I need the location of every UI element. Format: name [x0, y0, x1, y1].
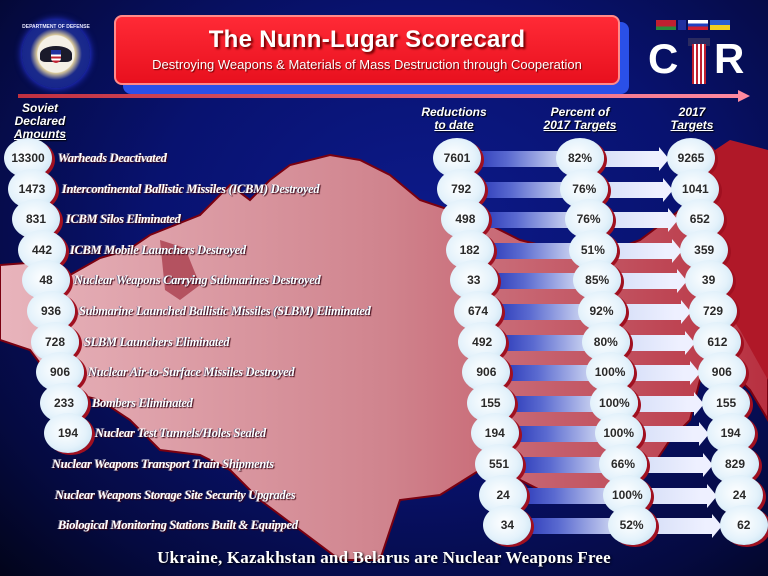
- belarus-flag-icon: [656, 20, 676, 30]
- row-label: Nuclear Weapons Storage Site Security Up…: [55, 487, 296, 502]
- page-subtitle: Destroying Weapons & Materials of Mass D…: [152, 57, 582, 72]
- progress-bar-reductions: [473, 151, 560, 167]
- row-label: ICBM Silos Eliminated: [66, 212, 181, 227]
- progress-bar-reductions: [523, 518, 612, 535]
- table-row: Biological Monitoring Stations Built & E…: [0, 505, 768, 546]
- progress-arrow-targets: [630, 361, 700, 386]
- title-banner: The Nunn-Lugar Scorecard Destroying Weap…: [114, 15, 620, 85]
- progress-bar-reductions: [506, 395, 595, 412]
- progress-arrow-targets: [617, 269, 688, 294]
- progress-arrow-targets: [600, 147, 669, 171]
- table-row: 48 Nuclear Weapons Carrying Submarines De…: [0, 260, 768, 301]
- target-bubble: 1041: [671, 168, 720, 209]
- progress-bar-reductions: [519, 487, 608, 504]
- shield-icon: [51, 50, 61, 63]
- column-header-targets: 2017 Targets: [662, 106, 722, 132]
- row-label: Submarine Launched Ballistic Missiles (S…: [79, 304, 371, 318]
- row-label: SLBM Launchers Eliminated: [84, 334, 230, 349]
- timeline-arrow-head-icon: [738, 90, 750, 102]
- table-row: 936 Submarine Launched Ballistic Missiles…: [0, 291, 768, 331]
- progress-arrow-targets: [638, 422, 709, 447]
- row-label: Nuclear Weapons Carrying Submarines Dest…: [74, 273, 321, 288]
- column-header-percent: Percent of 2017 Targets: [534, 106, 626, 132]
- row-label: Nuclear Weapons Transport Train Shipment…: [52, 457, 274, 471]
- row-label: Nuclear Air-to-Surface Missiles Destroye…: [88, 365, 295, 380]
- progress-arrow-targets: [625, 330, 695, 355]
- progress-bar-reductions: [515, 457, 603, 473]
- progress-bar-reductions: [489, 273, 578, 290]
- progress-arrow-targets: [651, 514, 723, 539]
- progress-arrow-targets: [647, 483, 718, 508]
- progress-arrow-targets: [608, 208, 679, 233]
- target-bubble: 62: [719, 505, 768, 546]
- progress-arrow-targets: [621, 300, 691, 324]
- progress-arrow-targets: [634, 391, 704, 416]
- table-row: 233 Bombers Eliminated 155 100% 155: [0, 382, 768, 423]
- percent-bubble: 52%: [607, 505, 656, 546]
- declared-amount-bubble: 194: [44, 413, 92, 454]
- us-flag-canton-icon: [688, 38, 710, 46]
- table-row: 1473 Intercontinental Ballistic Missiles …: [0, 168, 768, 209]
- row-label: ICBM Mobile Launchers Destroyed: [70, 242, 246, 257]
- ukraine-flag-icon: [710, 20, 730, 30]
- table-row: 442 ICBM Mobile Launchers Destroyed 182 51%…: [0, 229, 768, 270]
- table-row: 13300 Warheads Deactivated 7601 82% 9265: [0, 138, 768, 178]
- table-row: 831 ICBM Silos Eliminated 498 76% 652: [0, 199, 768, 240]
- ctr-letter-r: R: [714, 35, 745, 82]
- progress-bar-reductions: [481, 212, 569, 229]
- progress-bar-reductions: [485, 242, 573, 259]
- progress-bar-reductions: [510, 426, 599, 443]
- progress-arrow-targets: [643, 453, 713, 477]
- column-header-declared-line2: Amounts: [14, 127, 66, 141]
- reductions-bubble: 34: [483, 505, 532, 546]
- progress-arrow-targets: [612, 238, 683, 263]
- timeline-arrow-line: [18, 94, 740, 98]
- row-label: Bombers Eliminated: [92, 395, 193, 410]
- table-row: 194 Nuclear Test Tunnels/Holes Sealed 194 1…: [0, 413, 768, 454]
- table-row: 728 SLBM Launchers Eliminated 492 80% 612: [0, 321, 768, 362]
- column-header-reductions: Reductions to date: [412, 106, 496, 132]
- column-header-declared-line1: Soviet Declared: [14, 101, 66, 128]
- table-row: 906 Nuclear Air-to-Surface Missiles Destr…: [0, 352, 768, 393]
- progress-bar-reductions: [498, 334, 586, 351]
- row-label: Intercontinental Ballistic Missiles (ICB…: [62, 181, 320, 196]
- footer-statement: Ukraine, Kazakhstan and Belarus are Nucl…: [157, 548, 611, 567]
- progress-bar-reductions: [477, 181, 565, 198]
- row-label: Nuclear Test Tunnels/Holes Sealed: [95, 426, 266, 441]
- ctr-logo: C R: [648, 20, 760, 84]
- row-label: Biological Monitoring Stations Built & E…: [58, 518, 298, 533]
- column-header-declared: Soviet Declared Amounts: [2, 102, 78, 141]
- seal-text: DEPARTMENT OF DEFENSE: [22, 24, 90, 30]
- column-header-targets-line1: 2017: [678, 105, 706, 119]
- ctr-letter-c: C: [648, 35, 679, 82]
- column-header-reductions-line2: to date: [434, 118, 474, 132]
- table-row: Nuclear Weapons Transport Train Shipment…: [0, 444, 768, 484]
- column-header-percent-line1: Percent of: [550, 105, 610, 119]
- us-flag-stripes-icon: [692, 44, 706, 84]
- eu-flag-icon: [678, 20, 686, 30]
- column-header-percent-line2: 2017 Targets: [543, 118, 617, 132]
- row-label: Warheads Deactivated: [58, 151, 167, 165]
- table-row: Nuclear Weapons Storage Site Security Up…: [0, 474, 768, 515]
- page-title: The Nunn-Lugar Scorecard: [208, 26, 526, 53]
- progress-bar-reductions: [502, 365, 591, 382]
- reductions-bubble: 7601: [433, 138, 481, 178]
- progress-bar-reductions: [494, 304, 582, 320]
- column-header-reductions-line1: Reductions: [421, 105, 487, 119]
- progress-arrow-targets: [604, 177, 674, 202]
- column-header-targets-line2: Targets: [670, 118, 714, 132]
- russia-flag-icon: [688, 20, 708, 30]
- department-of-defense-seal: DEPARTMENT OF DEFENSE: [22, 20, 90, 88]
